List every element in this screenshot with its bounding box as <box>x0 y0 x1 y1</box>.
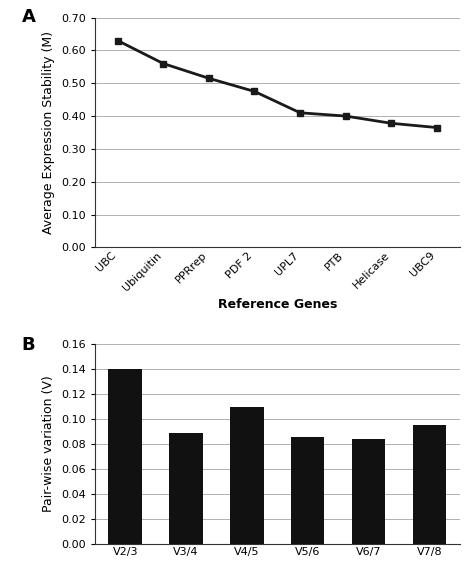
Bar <box>230 407 264 544</box>
Bar <box>109 369 142 544</box>
Bar <box>413 425 446 544</box>
Bar <box>169 433 203 544</box>
Y-axis label: Pair-wise variation (V): Pair-wise variation (V) <box>43 376 55 512</box>
Bar <box>291 436 324 544</box>
X-axis label: Reference Genes: Reference Genes <box>218 298 337 311</box>
Y-axis label: Average Expression Stability (M): Average Expression Stability (M) <box>43 31 55 234</box>
Text: A: A <box>22 8 36 26</box>
Text: B: B <box>22 336 36 354</box>
Bar <box>352 439 385 544</box>
